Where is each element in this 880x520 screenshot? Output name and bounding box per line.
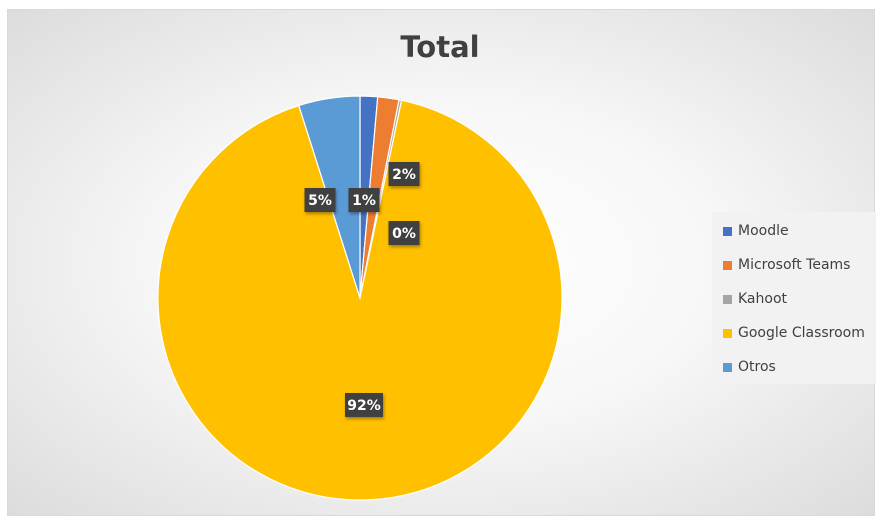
legend: Moodle Microsoft Teams Kahoot Google Classr… (712, 212, 876, 384)
legend-item-microsoft-teams: Microsoft Teams (723, 254, 850, 276)
svg-text:2%: 2% (392, 167, 416, 183)
legend-swatch (723, 260, 732, 270)
legend-swatch (723, 294, 732, 304)
legend-swatch (723, 226, 732, 236)
svg-text:5%: 5% (308, 193, 332, 209)
legend-label: Moodle (738, 223, 789, 239)
legend-item-moodle: Moodle (723, 220, 789, 242)
legend-item-google-classroom: Google Classroom (723, 322, 865, 344)
legend-item-otros: Otros (723, 356, 776, 378)
data-label-moodle: 1% (348, 188, 380, 212)
legend-label: Google Classroom (738, 325, 865, 341)
legend-label: Microsoft Teams (738, 257, 851, 273)
svg-text:92%: 92% (347, 398, 381, 414)
svg-text:1%: 1% (352, 193, 376, 209)
svg-text:0%: 0% (392, 226, 416, 242)
legend-label: Otros (738, 359, 776, 375)
pie-slice-google-classroom (157, 99, 563, 501)
chart-title: Total (400, 30, 480, 64)
legend-item-kahoot: Kahoot (723, 288, 787, 310)
legend-swatch (723, 328, 732, 338)
legend-label: Kahoot (738, 291, 788, 307)
data-label-otros: 5% (304, 188, 336, 212)
data-label-google-classroom: 92% (345, 393, 383, 417)
legend-swatch (723, 362, 732, 372)
data-label-microsoft-teams: 2% (388, 162, 420, 186)
data-label-kahoot: 0% (388, 221, 420, 245)
